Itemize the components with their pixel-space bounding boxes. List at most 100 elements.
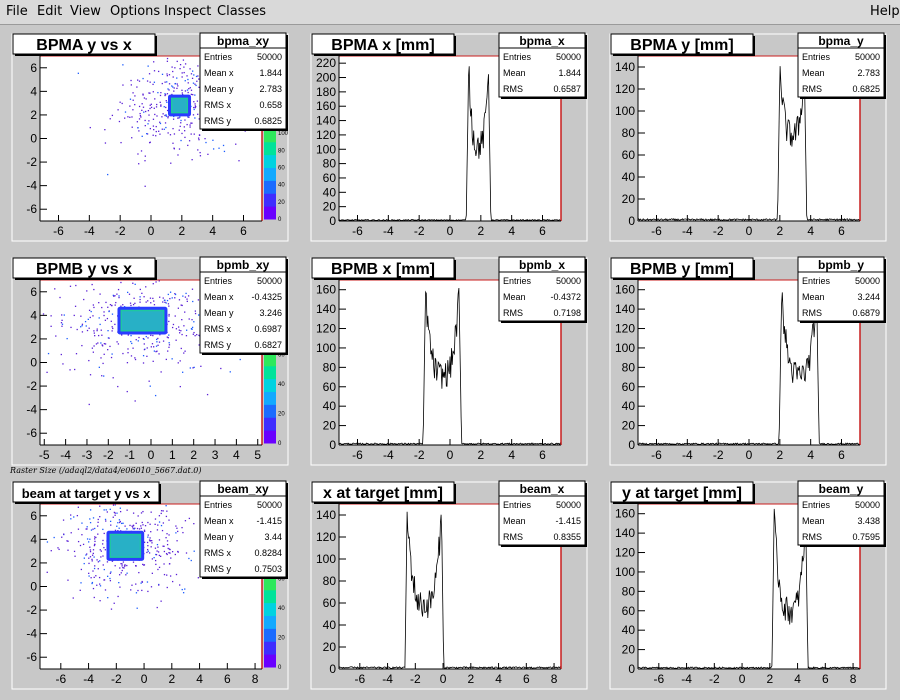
pad-beam_xy[interactable]: 0 20 40 60 -6 -4 -2 0 2 4 6 8 -6 -4 -2 0 2 4 6 beam at targ… bbox=[11, 480, 289, 690]
scatter-point bbox=[144, 160, 146, 162]
scatter-point bbox=[176, 77, 178, 79]
scatter-point bbox=[146, 548, 149, 551]
scatter-point bbox=[117, 595, 119, 598]
scatter-point bbox=[149, 92, 151, 94]
scatter-point bbox=[84, 320, 87, 323]
x-tick-label: -4 bbox=[681, 672, 692, 686]
y-tick-label: 80 bbox=[323, 360, 337, 374]
y-tick-label: 160 bbox=[615, 507, 635, 521]
menu-options[interactable]: Options bbox=[110, 4, 161, 19]
menu-edit[interactable]: Edit bbox=[37, 4, 63, 19]
scatter-point bbox=[200, 365, 202, 367]
scatter-point bbox=[169, 291, 172, 293]
scatter-point bbox=[119, 521, 121, 524]
palette-band bbox=[264, 641, 276, 655]
scatter-point bbox=[120, 572, 122, 574]
menu-classes[interactable]: Classes bbox=[217, 4, 266, 19]
scatter-point bbox=[88, 557, 90, 559]
scatter-point bbox=[155, 351, 157, 353]
pad-bpma_x[interactable]: -6 -4 -2 0 2 4 6020406080100120140160180200220… bbox=[310, 32, 588, 242]
scatter-point bbox=[143, 564, 145, 566]
plot-title: BPMB x [mm] bbox=[331, 261, 435, 278]
scatter-point bbox=[121, 565, 123, 567]
stats-value: 3.244 bbox=[857, 292, 880, 302]
scatter-point bbox=[143, 97, 146, 99]
stats-label: Mean bbox=[503, 68, 526, 78]
menu-inspect[interactable]: Inspect bbox=[164, 4, 212, 19]
scatter-point bbox=[92, 517, 95, 519]
y-tick-label: 4 bbox=[30, 308, 37, 322]
scatter-point bbox=[164, 122, 167, 124]
scatter-point bbox=[107, 173, 109, 176]
scatter-point bbox=[171, 85, 173, 87]
scatter-point bbox=[47, 352, 50, 355]
scatter-point bbox=[193, 74, 195, 76]
scatter-point bbox=[184, 136, 186, 139]
palette-band bbox=[264, 141, 276, 156]
scatter-point bbox=[194, 105, 196, 107]
scatter-point bbox=[98, 301, 100, 304]
scatter-point bbox=[147, 534, 149, 536]
scatter-point bbox=[204, 137, 206, 140]
scatter-point bbox=[190, 73, 193, 75]
scatter-point bbox=[88, 541, 90, 543]
stats-shadow bbox=[800, 97, 886, 99]
scatter-point bbox=[117, 522, 119, 524]
scatter-point bbox=[62, 519, 65, 521]
scatter-point bbox=[91, 558, 93, 561]
scatter-point bbox=[136, 86, 138, 88]
scatter-point bbox=[149, 297, 152, 299]
scatter-point bbox=[171, 580, 174, 583]
scatter-point bbox=[50, 550, 52, 552]
scatter-point bbox=[159, 296, 161, 298]
scatter-point bbox=[160, 512, 162, 515]
scatter-point bbox=[189, 126, 191, 128]
scatter-point bbox=[206, 393, 209, 396]
plot-title: BPMB y [mm] bbox=[630, 261, 734, 278]
scatter-point bbox=[142, 510, 144, 513]
stats-label: RMS bbox=[503, 84, 523, 94]
scatter-point bbox=[135, 522, 137, 524]
stats-value: -0.4325 bbox=[251, 292, 282, 302]
pad-bpma_xy[interactable]: 0 20 40 60 80 100 -6 -4 -2 0 2 4 6 -6 -4 -2 0 2 4 6 BPMA y v… bbox=[11, 32, 289, 242]
scatter-point bbox=[70, 518, 72, 520]
scatter-point bbox=[177, 307, 180, 309]
x-tick-label: 2 bbox=[477, 448, 484, 462]
x-tick-label: 0 bbox=[746, 448, 753, 462]
menu-help[interactable]: Help bbox=[870, 4, 900, 19]
scatter-point bbox=[139, 301, 141, 303]
scatter-point bbox=[197, 65, 199, 67]
scatter-point bbox=[197, 75, 199, 77]
scatter-point bbox=[92, 315, 94, 317]
stats-name: bpma_x bbox=[519, 34, 565, 48]
scatter-point bbox=[158, 353, 160, 355]
scatter-point bbox=[182, 295, 184, 297]
scatter-point bbox=[168, 534, 170, 536]
scatter-point bbox=[194, 94, 196, 96]
scatter-point bbox=[147, 550, 149, 552]
scatter-point bbox=[111, 114, 114, 117]
scatter-point bbox=[112, 516, 114, 518]
x-tick-label: 2 bbox=[776, 224, 783, 238]
scatter-point bbox=[106, 561, 109, 563]
menu-view[interactable]: View bbox=[70, 4, 101, 19]
scatter-point bbox=[155, 135, 157, 137]
stats-label: Entries bbox=[204, 52, 233, 62]
scatter-point bbox=[61, 536, 63, 538]
scatter-point bbox=[103, 532, 105, 535]
scatter-point bbox=[75, 284, 77, 287]
menu-file[interactable]: File bbox=[6, 4, 28, 19]
scatter-point bbox=[98, 366, 100, 368]
scatter-point bbox=[66, 540, 68, 542]
scatter-point bbox=[165, 106, 167, 109]
scatter-point bbox=[154, 98, 156, 100]
scatter-point bbox=[122, 352, 124, 355]
scatter-point bbox=[168, 305, 170, 307]
